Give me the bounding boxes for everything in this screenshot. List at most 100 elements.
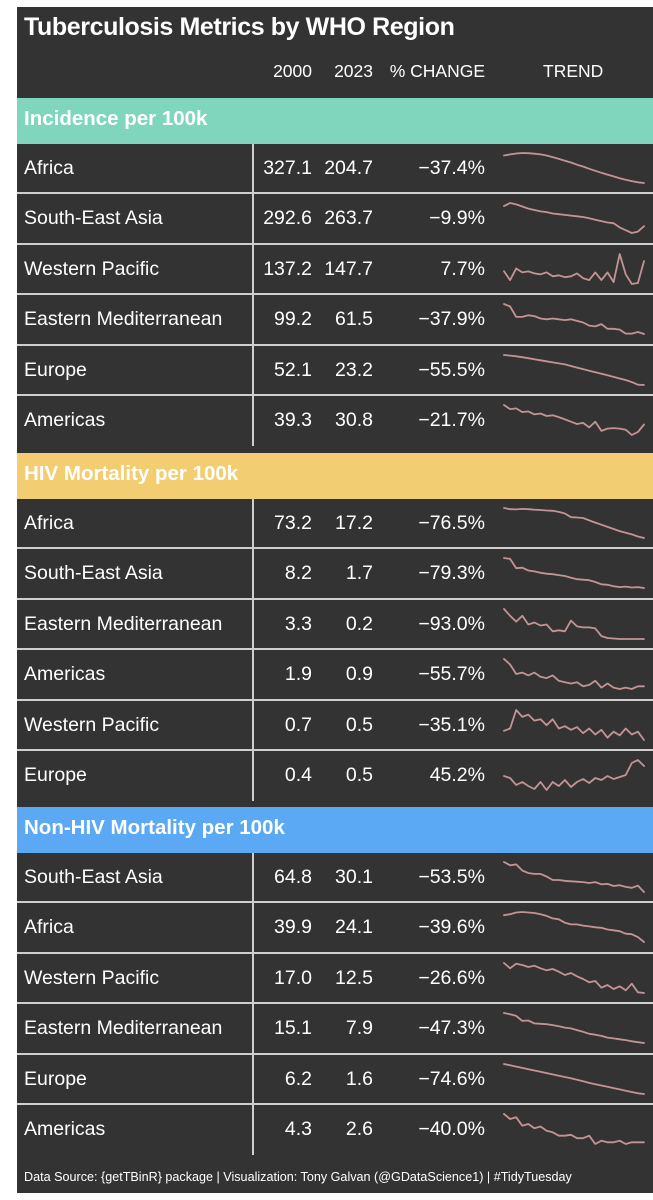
value-2000: 1.9: [284, 663, 312, 686]
trend-line: [503, 303, 645, 336]
value-2023: 24.1: [335, 916, 373, 939]
percent-change: −40.0%: [418, 1117, 485, 1140]
value-2000: 64.8: [274, 866, 312, 888]
percent-change: −55.7%: [418, 663, 485, 686]
value-2023: 7.9: [345, 1017, 373, 1040]
trend-sparkline: [503, 1012, 645, 1045]
trend-line: [503, 607, 645, 640]
table-row: Europe 52.1 23.2 −55.5%: [17, 346, 653, 396]
table-row: South-East Asia 8.2 1.7 −79.3%: [17, 549, 653, 600]
table-row: South-East Asia 292.6 263.7 −9.9%: [17, 194, 653, 245]
percent-change: −26.6%: [418, 966, 485, 989]
trend-sparkline: [503, 911, 645, 944]
region-name: Western Pacific: [24, 257, 160, 280]
percent-change: −79.3%: [418, 562, 485, 585]
value-2023: 17.2: [335, 512, 373, 534]
value-2023: 147.7: [324, 257, 373, 280]
trend-line: [503, 1062, 645, 1095]
region-name: Americas: [24, 663, 106, 686]
table-row: Eastern Mediterranean 99.2 61.5 −37.9%: [17, 295, 653, 346]
section-rows: Africa 73.2 17.2 −76.5% South-East Asia 8.2 1.…: [17, 499, 653, 802]
value-2000: 52.1: [274, 358, 312, 381]
trend-line: [503, 507, 645, 539]
percent-change: −37.9%: [418, 308, 485, 331]
value-2023: 1.7: [345, 562, 373, 585]
trend-line: [503, 911, 645, 944]
table-row: Western Pacific 137.2 147.7 7.7%: [17, 245, 653, 296]
trend-sparkline: [503, 1062, 645, 1095]
value-2000: 39.9: [274, 916, 312, 939]
value-2023: 30.1: [335, 866, 373, 888]
percent-change: −53.5%: [418, 866, 485, 888]
value-2000: 0.4: [284, 763, 312, 786]
trend-sparkline: [503, 202, 645, 235]
trend-sparkline: [503, 1113, 645, 1145]
percent-change: −39.6%: [418, 916, 485, 939]
table-row: Western Pacific 17.0 12.5 −26.6%: [17, 954, 653, 1005]
percent-change: −9.9%: [429, 207, 485, 230]
section-title: Incidence per 100k: [24, 107, 208, 130]
table-row: Europe 6.2 1.6 −74.6%: [17, 1055, 653, 1105]
value-2000: 6.2: [284, 1067, 312, 1090]
column-header-2000: 2000: [273, 61, 312, 81]
value-2000: 137.2: [263, 257, 312, 280]
trend-line: [503, 252, 645, 285]
trend-line: [503, 961, 645, 994]
trend-line: [503, 708, 645, 741]
value-2023: 2.6: [345, 1117, 373, 1140]
trend-sparkline: [503, 607, 645, 640]
table-panel: Tuberculosis Metrics by WHO Region 2000 …: [17, 7, 653, 1193]
trend-sparkline: [503, 404, 645, 436]
value-2000: 39.3: [274, 408, 312, 431]
trend-line: [503, 1113, 645, 1145]
column-divider: [252, 144, 254, 447]
value-2000: 99.2: [274, 308, 312, 331]
value-2000: 327.1: [263, 157, 312, 179]
section-rows: South-East Asia 64.8 30.1 −53.5% Africa 39.9 2…: [17, 853, 653, 1156]
value-2023: 12.5: [335, 966, 373, 989]
region-name: Eastern Mediterranean: [24, 308, 223, 331]
value-2000: 3.3: [284, 612, 312, 635]
trend-line: [503, 557, 645, 590]
trend-sparkline: [503, 658, 645, 691]
region-name: Americas: [24, 1117, 106, 1140]
value-2000: 4.3: [284, 1117, 312, 1140]
value-2000: 15.1: [274, 1017, 312, 1040]
trend-sparkline: [503, 759, 645, 791]
trend-sparkline: [503, 507, 645, 539]
region-name: Europe: [24, 358, 87, 381]
value-2000: 0.7: [284, 713, 312, 736]
table-row: Western Pacific 0.7 0.5 −35.1%: [17, 701, 653, 751]
section-header: Incidence per 100k: [17, 98, 653, 144]
trend-line: [503, 404, 645, 436]
table-row: Americas 39.3 30.8 −21.7%: [17, 396, 653, 446]
value-2023: 23.2: [335, 358, 373, 381]
column-divider: [252, 853, 254, 1156]
table-row: Eastern Mediterranean 15.1 7.9 −47.3%: [17, 1004, 653, 1055]
region-name: Americas: [24, 408, 106, 431]
column-header-change: % CHANGE: [389, 61, 485, 81]
value-2023: 0.9: [345, 663, 373, 686]
section-title: Non-HIV Mortality per 100k: [24, 816, 285, 839]
region-name: Eastern Mediterranean: [24, 1017, 223, 1040]
value-2023: 0.2: [345, 612, 373, 635]
trend-sparkline: [503, 861, 645, 893]
column-header-2023: 2023: [334, 61, 373, 81]
value-2023: 204.7: [324, 157, 373, 179]
trend-line: [503, 658, 645, 691]
trend-line: [503, 861, 645, 893]
percent-change: −47.3%: [418, 1017, 485, 1040]
trend-sparkline: [503, 961, 645, 994]
trend-line: [503, 202, 645, 235]
percent-change: 7.7%: [440, 257, 485, 280]
trend-line: [503, 759, 645, 791]
table-row: Africa 39.9 24.1 −39.6%: [17, 903, 653, 954]
table-row: Americas 1.9 0.9 −55.7%: [17, 650, 653, 701]
percent-change: −21.7%: [418, 408, 485, 431]
region-name: Eastern Mediterranean: [24, 612, 223, 635]
value-2000: 8.2: [284, 562, 312, 585]
region-name: Europe: [24, 763, 87, 786]
region-name: Africa: [24, 512, 74, 534]
percent-change: 45.2%: [429, 763, 485, 786]
value-2023: 30.8: [335, 408, 373, 431]
